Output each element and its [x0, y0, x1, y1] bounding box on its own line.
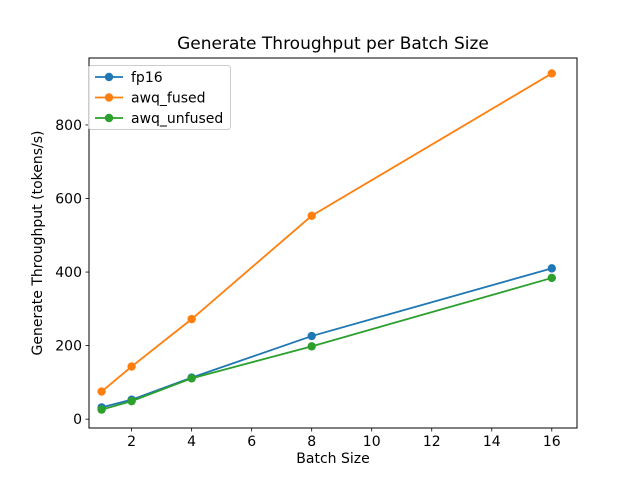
data-point-awq_fused-x2	[127, 362, 136, 371]
legend-box	[88, 65, 231, 130]
plot-layer: 2 4 6 8 10 12 14 16 0 200 400 600 800	[55, 69, 561, 450]
y-tick-label: 600	[55, 191, 82, 207]
y-tick-label: 200	[55, 339, 82, 355]
x-tick-label: 16	[543, 434, 561, 450]
data-point-fp16-x16	[547, 264, 556, 273]
x-tick-label: 6	[247, 434, 256, 450]
legend-label-awq_fused: awq_fused	[131, 91, 206, 107]
legend-swatch-marker-awq_fused	[104, 93, 114, 102]
x-axis-label: Batch Size	[296, 451, 369, 467]
x-tick-label: 14	[483, 434, 501, 450]
x-tick-label: 12	[423, 434, 441, 450]
data-point-awq_fused-x1	[97, 387, 106, 396]
legend: fp16 awq_fused awq_unfused	[88, 65, 231, 130]
data-point-awq_unfused-x1	[97, 405, 106, 414]
data-point-awq_fused-x4	[187, 314, 196, 324]
data-point-awq_fused-x16	[547, 69, 556, 78]
series-line-awq_unfused	[101, 277, 553, 411]
legend-label-awq_unfused: awq_unfused	[131, 111, 223, 127]
x-tick-label: 2	[127, 434, 136, 450]
y-axis-label: Generate Throughput (tokens/s)	[30, 131, 46, 356]
chart-title: Generate Throughput per Batch Size	[177, 34, 489, 54]
data-point-awq_unfused-x2	[127, 396, 136, 406]
data-point-awq_fused-x8	[307, 211, 316, 220]
data-point-awq_unfused-x4	[187, 374, 196, 383]
y-tick-label: 400	[55, 265, 82, 281]
legend-label-fp16: fp16	[131, 70, 163, 86]
y-tick-label: 800	[55, 118, 82, 134]
legend-swatch-marker-awq_unfused	[104, 113, 114, 123]
data-point-awq_unfused-x8	[307, 342, 316, 351]
x-tick-label: 8	[307, 434, 316, 450]
data-point-awq_unfused-x16	[547, 273, 556, 283]
data-point-fp16-x8	[307, 331, 316, 341]
y-tick-label: 0	[73, 412, 82, 428]
x-tick-label: 4	[187, 434, 196, 450]
legend-swatch-marker-fp16	[104, 72, 114, 82]
x-tick-label: 10	[363, 434, 381, 450]
plot-area-frame	[88, 57, 578, 429]
